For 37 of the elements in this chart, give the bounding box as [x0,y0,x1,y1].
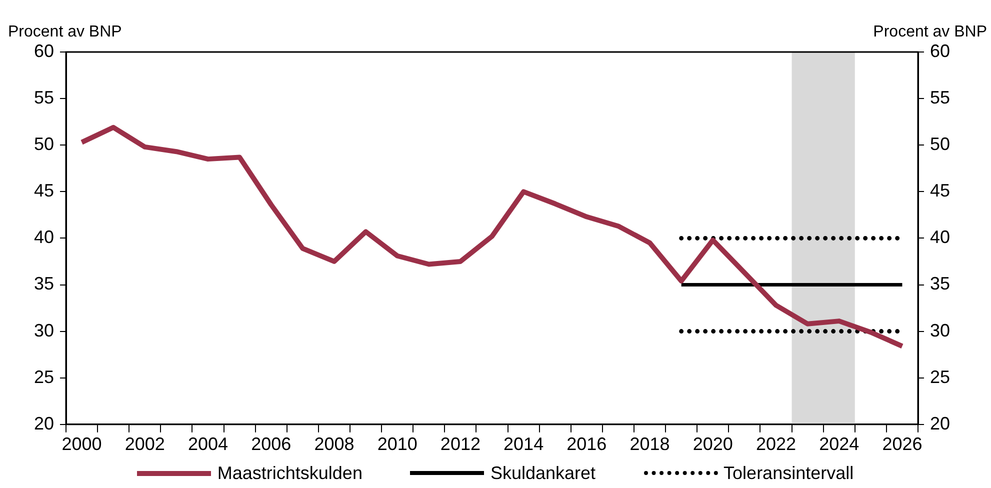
y-tick-label: 30 [34,320,54,340]
y2-axis-title: Procent av BNP [873,23,987,40]
y-tick-label: 60 [34,40,54,61]
x-tick-label: 2008 [314,434,354,454]
y-tick-label: 55 [34,88,54,108]
y-tick-label: 45 [34,180,54,201]
y-tick-label: 20 [34,413,54,434]
x-tick-label: 2024 [819,434,860,454]
x-tick-label: 2016 [566,434,607,454]
y2-tick-label: 45 [930,180,950,201]
y-axis-title: Procent av BNP [8,23,122,40]
x-tick-label: 2002 [124,434,165,454]
x-tick-label: 2026 [882,434,922,454]
x-tick-label: 2020 [692,434,733,454]
x-tick-label: 2006 [251,434,292,454]
y-tick-label: 50 [34,134,54,154]
x-tick-label: 2004 [188,434,228,454]
legend-label: Maastrichtskulden [217,462,362,484]
legend-label: Skuldankaret [490,462,596,484]
y-tick-label: 40 [34,227,54,248]
y-tick-label: 25 [34,366,54,387]
x-tick-label: 2010 [377,434,418,454]
x-tick-label: 2000 [62,434,102,454]
x-tick-label: 2018 [630,434,670,454]
x-tick-label: 2022 [756,434,796,454]
y2-tick-label: 60 [930,40,950,61]
legend-label: Toleransintervall [724,462,854,484]
y-tick-label: 35 [34,274,54,294]
y2-tick-label: 25 [930,366,950,387]
y2-tick-label: 40 [930,227,950,248]
x-tick-label: 2014 [504,434,544,454]
y2-tick-label: 50 [930,134,950,154]
y2-tick-label: 20 [930,413,950,434]
y2-tick-label: 35 [930,274,950,294]
y2-tick-label: 55 [930,88,950,108]
y2-tick-label: 30 [930,320,950,340]
x-tick-label: 2012 [440,434,480,454]
